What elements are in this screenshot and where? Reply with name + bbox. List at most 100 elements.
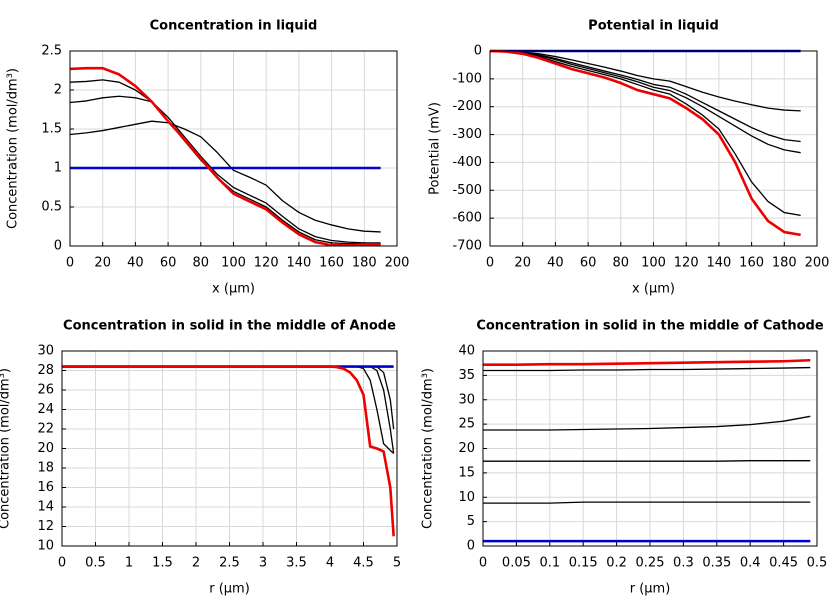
x-tick-label: 60 bbox=[160, 256, 177, 271]
line-series bbox=[489, 50, 801, 143]
y-tick-label: -100 bbox=[452, 71, 482, 86]
x-tick-label: 2 bbox=[192, 556, 200, 571]
y-tick-label: -700 bbox=[452, 239, 482, 254]
y-tick-label: 28 bbox=[37, 363, 54, 378]
x-tick-label: 0.05 bbox=[502, 556, 531, 571]
line-series bbox=[483, 358, 811, 366]
x-tick-label: 0.45 bbox=[769, 556, 798, 571]
x-axis-label: x (µm) bbox=[632, 282, 675, 297]
y-axis-label: Potential (mV) bbox=[428, 102, 443, 195]
x-tick-label: 200 bbox=[385, 256, 410, 271]
y-tick-label: 1 bbox=[54, 161, 62, 176]
x-tick-label: 0.2 bbox=[606, 556, 627, 571]
x-tick-label: 5 bbox=[393, 556, 401, 571]
x-tick-label: 80 bbox=[193, 256, 210, 271]
plot-frame bbox=[61, 350, 398, 547]
x-tick-label: 40 bbox=[547, 256, 564, 271]
line-series bbox=[489, 50, 801, 217]
y-tick-label: 30 bbox=[458, 392, 475, 407]
y-tick-label: 22 bbox=[37, 422, 54, 437]
x-tick-label: 20 bbox=[514, 256, 531, 271]
x-tick-label: 3.5 bbox=[286, 556, 307, 571]
chart-title: Potential in liquid bbox=[588, 19, 719, 34]
y-tick-label: 25 bbox=[458, 417, 475, 432]
x-tick-label: 1 bbox=[125, 556, 133, 571]
x-tick-label: 120 bbox=[254, 256, 279, 271]
line-series bbox=[69, 66, 381, 247]
y-tick-label: 15 bbox=[458, 465, 475, 480]
x-tick-label: 200 bbox=[805, 256, 830, 271]
chart-title: Concentration in solid in the middle of … bbox=[476, 319, 824, 334]
line-series bbox=[483, 501, 811, 504]
x-tick-label: 180 bbox=[772, 256, 797, 271]
line-series bbox=[483, 366, 811, 372]
y-tick-label: 14 bbox=[37, 500, 54, 515]
y-tick-label: -500 bbox=[452, 183, 482, 198]
x-axis-label: x (µm) bbox=[212, 282, 255, 297]
y-tick-label: 20 bbox=[458, 441, 475, 456]
line-series bbox=[489, 49, 801, 237]
x-tick-label: 1.5 bbox=[152, 556, 173, 571]
y-tick-label: 10 bbox=[458, 490, 475, 505]
plot-frame bbox=[69, 50, 398, 247]
x-tick-label: 0.4 bbox=[740, 556, 761, 571]
y-tick-label: -200 bbox=[452, 99, 482, 114]
x-tick-label: 0.1 bbox=[539, 556, 560, 571]
chart-title: Concentration in solid in the middle of … bbox=[63, 319, 396, 334]
x-tick-label: 0 bbox=[66, 256, 74, 271]
y-tick-label: -300 bbox=[452, 127, 482, 142]
y-axis-label: Concentration (mol/dm³) bbox=[421, 368, 436, 529]
line-series bbox=[62, 365, 395, 537]
x-tick-label: 80 bbox=[613, 256, 630, 271]
line-series bbox=[62, 365, 395, 430]
y-tick-label: 26 bbox=[37, 383, 54, 398]
x-tick-label: 4 bbox=[326, 556, 334, 571]
y-tick-label: 0 bbox=[54, 239, 62, 254]
x-tick-label: 60 bbox=[580, 256, 597, 271]
x-tick-label: 0.35 bbox=[702, 556, 731, 571]
x-tick-label: 0.15 bbox=[569, 556, 598, 571]
x-tick-label: 3 bbox=[259, 556, 267, 571]
y-tick-label: 16 bbox=[37, 480, 54, 495]
y-tick-label: 1.5 bbox=[41, 122, 62, 137]
y-tick-label: 24 bbox=[37, 402, 54, 417]
y-tick-label: 10 bbox=[37, 539, 54, 554]
x-tick-label: 100 bbox=[641, 256, 666, 271]
x-tick-label: 100 bbox=[221, 256, 246, 271]
line-series bbox=[489, 50, 801, 112]
x-tick-label: 40 bbox=[127, 256, 144, 271]
x-tick-label: 140 bbox=[286, 256, 311, 271]
y-tick-label: 12 bbox=[37, 519, 54, 534]
y-tick-label: 0 bbox=[467, 539, 475, 554]
line-series bbox=[69, 95, 381, 244]
y-tick-label: 2.5 bbox=[41, 44, 62, 59]
x-tick-label: 0.25 bbox=[636, 556, 665, 571]
x-tick-label: 0 bbox=[58, 556, 66, 571]
x-tick-label: 160 bbox=[739, 256, 764, 271]
line-series bbox=[69, 120, 381, 233]
x-tick-label: 140 bbox=[706, 256, 731, 271]
x-tick-label: 0.5 bbox=[85, 556, 106, 571]
y-tick-label: 18 bbox=[37, 461, 54, 476]
line-series bbox=[483, 415, 811, 431]
x-tick-label: 160 bbox=[319, 256, 344, 271]
plot-frame bbox=[489, 50, 818, 247]
x-tick-label: 20 bbox=[94, 256, 111, 271]
y-tick-label: 20 bbox=[37, 441, 54, 456]
plot-frame bbox=[482, 350, 818, 547]
line-series bbox=[489, 50, 801, 154]
chart-title: Concentration in liquid bbox=[150, 19, 318, 34]
y-tick-label: 40 bbox=[458, 344, 475, 359]
x-tick-label: 0.5 bbox=[807, 556, 828, 571]
y-tick-label: 2 bbox=[54, 83, 62, 98]
x-tick-label: 0 bbox=[486, 256, 494, 271]
y-tick-label: 0.5 bbox=[41, 200, 62, 215]
x-tick-label: 2.5 bbox=[219, 556, 240, 571]
y-axis-label: Concentration (mol/dm³) bbox=[6, 68, 21, 229]
y-tick-label: 30 bbox=[37, 344, 54, 359]
x-tick-label: 180 bbox=[352, 256, 377, 271]
y-tick-label: 0 bbox=[474, 44, 482, 59]
x-tick-label: 0 bbox=[479, 556, 487, 571]
